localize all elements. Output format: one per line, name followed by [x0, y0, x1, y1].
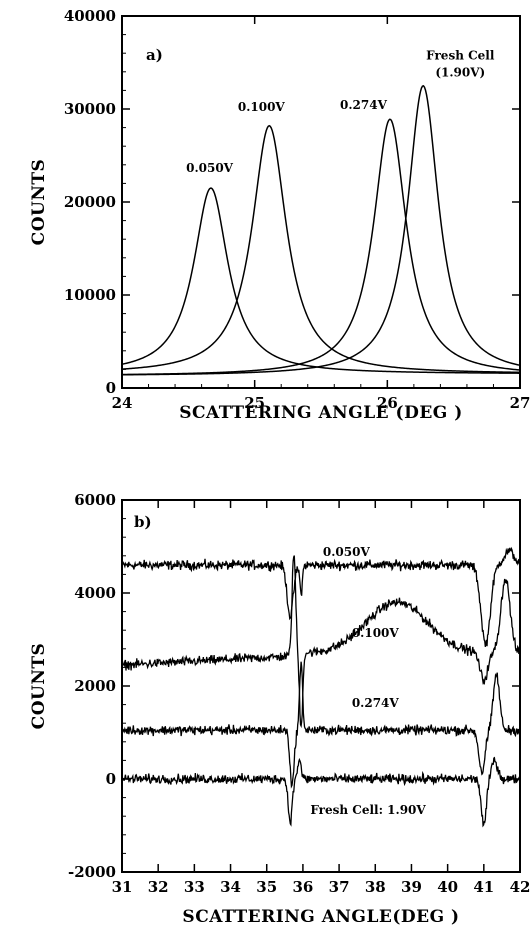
series-line — [121, 124, 521, 374]
y-tick-label: 20000 — [64, 193, 116, 211]
series-line — [121, 546, 521, 647]
x-tick-label: 33 — [184, 878, 205, 896]
series-annotation: (1.90V) — [435, 65, 485, 79]
series-line — [121, 555, 521, 729]
x-tick-label: 36 — [292, 878, 313, 896]
x-tick-label: 34 — [220, 878, 241, 896]
panel-a-label: a) — [146, 46, 163, 64]
panel-a: 24 25 26 27 0 10000 20000 30000 40000 0.050V 0.10… — [29, 7, 530, 423]
series-annotation: 0.100V — [238, 100, 286, 114]
x-tick-label: 24 — [112, 394, 133, 412]
panel-a-ylabel: COUNTS — [29, 159, 49, 246]
x-tick-label: 31 — [112, 878, 133, 896]
panel-a-xlabel: SCATTERING ANGLE (DEG ) — [179, 403, 463, 423]
panel-b-ylabel: COUNTS — [29, 643, 49, 730]
series-annotation: 0.274V — [340, 98, 388, 112]
x-tick-label: 25 — [244, 394, 265, 412]
x-tick-label: 37 — [329, 878, 350, 896]
panel-b-xlabel: SCATTERING ANGLE(DEG ) — [182, 907, 459, 927]
series-line — [121, 756, 521, 828]
y-tick-label: 2000 — [74, 677, 116, 695]
x-tick-label: 38 — [365, 878, 386, 896]
x-tick-label: 27 — [510, 394, 531, 412]
x-tick-label: 40 — [437, 878, 458, 896]
series-annotation: 0.100V — [352, 626, 400, 640]
panel-a-curves — [121, 84, 521, 376]
panel-a-annotations: 0.050V 0.100V 0.274V Fresh Cell (1.90V) — [186, 49, 495, 176]
series-annotation: Fresh Cell: 1.90V — [310, 803, 426, 817]
x-tick-label: 39 — [401, 878, 422, 896]
x-tick-label: 26 — [377, 394, 398, 412]
y-tick-label: 4000 — [74, 584, 116, 602]
y-tick-label: 10000 — [64, 286, 116, 304]
series-line — [122, 84, 521, 376]
y-tick-label: 6000 — [74, 491, 116, 509]
y-tick-label: 40000 — [64, 7, 116, 25]
x-tick-label: 32 — [148, 878, 169, 896]
y-tick-label: -2000 — [68, 863, 116, 881]
panel-b-label: b) — [134, 513, 152, 531]
x-tick-label: 41 — [473, 878, 494, 896]
y-tick-label: 0 — [106, 379, 116, 397]
series-line — [121, 661, 521, 789]
y-tick-label: 30000 — [64, 100, 116, 118]
panel-b: 31 32 33 34 35 36 37 38 39 40 41 42 -2000 0 2000 4000 60… — [29, 491, 530, 927]
panel-b-axes: 31 32 33 34 35 36 37 38 39 40 41 42 -2000 0 2000 4000 60… — [68, 491, 530, 896]
series-line — [121, 187, 521, 374]
y-tick-label: 0 — [106, 770, 116, 788]
series-annotation: 0.050V — [186, 161, 234, 175]
panel-b-curves — [121, 546, 521, 828]
series-annotation: 0.050V — [323, 545, 371, 559]
x-tick-label: 42 — [510, 878, 531, 896]
series-annotation: 0.274V — [352, 696, 400, 710]
panel-a-axes: 24 25 26 27 0 10000 20000 30000 40000 — [64, 7, 531, 412]
panel-b-annotations: 0.050V 0.100V 0.274V Fresh Cell: 1.90V — [310, 545, 426, 817]
series-annotation: Fresh Cell — [426, 49, 495, 63]
series-line — [121, 118, 521, 376]
x-tick-label: 35 — [256, 878, 277, 896]
